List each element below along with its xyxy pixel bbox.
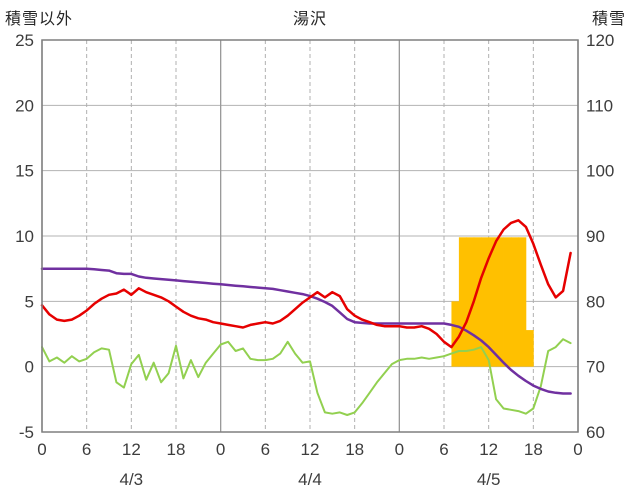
svg-text:4/3: 4/3 xyxy=(120,470,144,489)
svg-text:6: 6 xyxy=(439,440,448,459)
svg-text:6: 6 xyxy=(261,440,270,459)
gridlines xyxy=(41,39,579,433)
svg-text:70: 70 xyxy=(586,358,605,377)
svg-text:0: 0 xyxy=(395,440,404,459)
svg-text:80: 80 xyxy=(586,292,605,311)
purple-line-snow-depth-series xyxy=(40,267,572,395)
svg-text:0: 0 xyxy=(37,440,46,459)
svg-text:20: 20 xyxy=(15,96,34,115)
svg-text:100: 100 xyxy=(586,162,614,181)
svg-text:4/5: 4/5 xyxy=(477,470,501,489)
svg-text:15: 15 xyxy=(15,162,34,181)
svg-text:90: 90 xyxy=(586,227,605,246)
orange-bars-series xyxy=(451,237,534,367)
red-line-temperature-series xyxy=(40,219,572,349)
svg-text:4/4: 4/4 xyxy=(298,470,322,489)
svg-text:-5: -5 xyxy=(19,423,34,442)
svg-text:5: 5 xyxy=(25,292,34,311)
right-axis-title: 積雪 xyxy=(591,11,626,28)
svg-text:18: 18 xyxy=(524,440,543,459)
svg-text:110: 110 xyxy=(586,96,613,115)
day-labels: 4/3 4/4 4/5 xyxy=(120,470,501,489)
svg-text:120: 120 xyxy=(586,31,614,50)
svg-text:6: 6 xyxy=(82,440,91,459)
svg-text:18: 18 xyxy=(345,440,364,459)
plot-border xyxy=(41,39,579,433)
svg-text:0: 0 xyxy=(573,440,582,459)
svg-text:12: 12 xyxy=(479,440,498,459)
svg-text:12: 12 xyxy=(301,440,320,459)
svg-text:0: 0 xyxy=(25,358,34,377)
svg-text:12: 12 xyxy=(122,440,141,459)
svg-text:25: 25 xyxy=(15,31,34,50)
svg-text:10: 10 xyxy=(15,227,34,246)
green-line-series xyxy=(41,338,572,416)
svg-text:60: 60 xyxy=(586,423,605,442)
chart-title: 湯沢 xyxy=(292,11,327,28)
svg-text:0: 0 xyxy=(216,440,225,459)
left-axis-title: 積雪以外 xyxy=(5,11,74,28)
svg-text:18: 18 xyxy=(167,440,186,459)
